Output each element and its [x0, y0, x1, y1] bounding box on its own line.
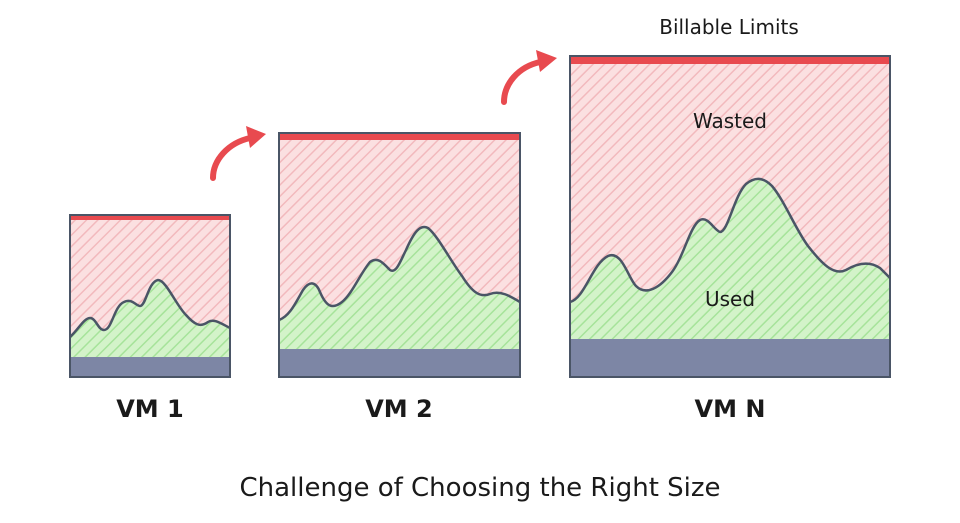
billable-limits-label: Billable Limits	[659, 15, 799, 39]
vm-n-box	[569, 55, 891, 378]
vm-n-usage-line	[570, 177, 890, 304]
vm-1-billable-limit	[70, 214, 230, 220]
vm-2-used-area	[279, 226, 520, 349]
vm-n-label: VM N	[695, 395, 766, 423]
vm-2-base	[279, 349, 520, 377]
vm-n-billable-limit	[570, 55, 890, 64]
vm-2-label: VM 2	[365, 395, 433, 423]
arrow-icon	[210, 126, 266, 181]
used-label: Used	[705, 287, 755, 311]
vm-n-outline	[569, 55, 891, 378]
vm-1-box	[69, 214, 231, 378]
vm-n-base	[570, 339, 890, 377]
vm-1-base	[70, 357, 230, 377]
vm-1-used-area	[70, 280, 230, 357]
vm-2-outline	[278, 132, 521, 378]
vm-2-box	[278, 132, 521, 378]
vm-n-used-area	[570, 178, 890, 339]
vm-1-outline	[69, 214, 231, 378]
vm-2-usage-line	[279, 225, 520, 322]
caption: Challenge of Choosing the Right Size	[239, 473, 720, 503]
vm-2-billable-limit	[279, 132, 520, 140]
wasted-label: Wasted	[693, 109, 767, 133]
arrow-icon	[501, 50, 557, 105]
vm-1-label: VM 1	[116, 395, 184, 423]
vm-1-usage-line	[70, 278, 230, 338]
